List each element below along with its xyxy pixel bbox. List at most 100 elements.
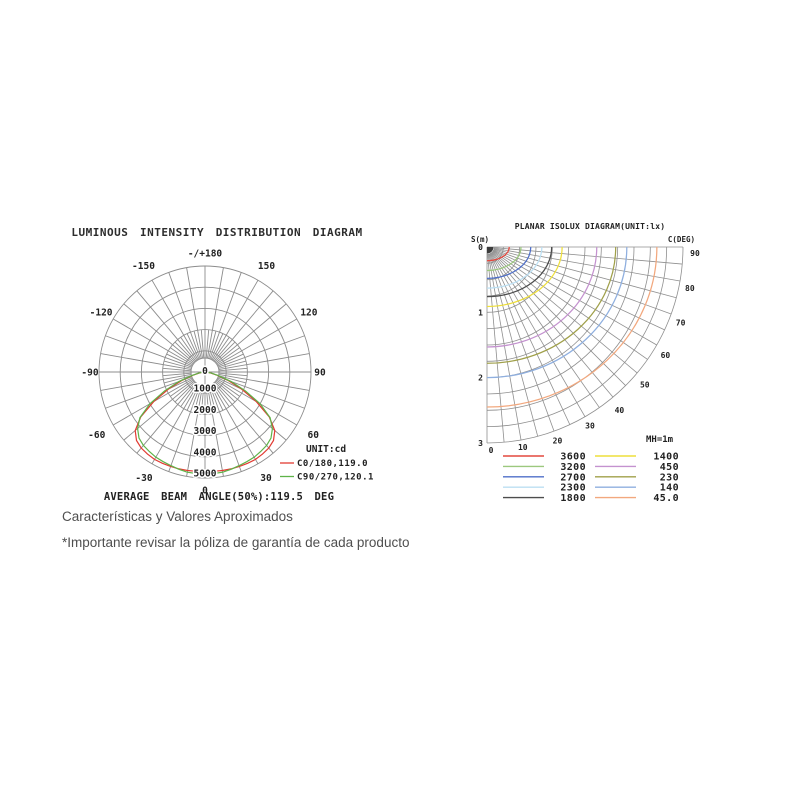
isolux-legend-value: 2700: [560, 472, 586, 483]
fan-ray: [487, 253, 505, 443]
polar-ray: [216, 379, 240, 397]
ring-value-label: 3000: [194, 426, 217, 437]
isolux-legend-value: 2300: [560, 483, 586, 494]
polar-ray: [205, 329, 210, 359]
polar-ray: [217, 353, 244, 367]
fan-ray: [490, 252, 600, 408]
polar-ray: [186, 384, 200, 411]
polar-ray: [162, 372, 192, 377]
polar-ray: [200, 385, 205, 415]
intensity-curves: [134, 371, 276, 475]
polar-ray: [210, 384, 224, 411]
isolux-contour: [486, 246, 510, 262]
angle-label: -120: [90, 308, 113, 319]
unit-label: UNIT:cd: [306, 444, 346, 455]
isolux-legend-value: 140: [660, 483, 679, 494]
polar-ray: [166, 353, 193, 367]
ring-value-label: 2000: [194, 405, 217, 416]
s-tick-label: 0: [478, 243, 483, 252]
polar-ray: [105, 335, 192, 368]
note-line-1: Características y Valores Aproximados: [62, 509, 293, 524]
fan-ray: [490, 252, 586, 417]
polar-ray: [168, 272, 201, 359]
c-tick-label: 60: [661, 351, 671, 360]
angle-label: -/+180: [188, 249, 223, 260]
polar-ray: [170, 379, 194, 397]
c-tick-label: 80: [685, 284, 695, 293]
c-tick-label: 90: [690, 249, 700, 258]
polar-ray: [213, 382, 274, 454]
s-tick-label: 2: [478, 374, 483, 383]
polar-ray: [193, 330, 202, 359]
isolux-legend-value: 45.0: [653, 493, 679, 504]
isolux-contour: [486, 246, 553, 298]
angle-label: -90: [81, 368, 98, 379]
polar-labels: 0 30 -30 60 -60 90 -90 120 -120 150 -150 -/+180 1000…: [81, 249, 326, 497]
polar-ray: [213, 290, 274, 362]
polar-ray: [214, 341, 236, 363]
angle-label: 120: [300, 308, 317, 319]
fan-ray: [492, 250, 657, 346]
fan-ray: [493, 249, 672, 315]
fan-origin: [487, 247, 494, 254]
polar-ray: [112, 318, 194, 366]
s-axis-label: S(m): [471, 235, 489, 244]
polar-ray: [209, 272, 242, 359]
s-tick-label: 1: [478, 308, 483, 317]
polar-ray: [206, 267, 224, 359]
mounting-height-label: MH=1m: [646, 435, 674, 445]
polar-ray: [218, 360, 247, 369]
angle-label: 150: [258, 261, 275, 272]
isolux-contour: [486, 246, 617, 364]
polar-ray: [186, 267, 204, 359]
isolux-contour: [486, 246, 598, 348]
intensity-curve: [136, 371, 274, 475]
polar-ray: [180, 337, 198, 361]
polar-ray: [163, 375, 192, 384]
polar-grid: [98, 265, 312, 479]
polar-ray: [168, 385, 201, 472]
fan-ray: [491, 251, 626, 386]
polar-ray: [214, 381, 236, 403]
polar-ray: [210, 333, 224, 360]
polar-ray: [136, 290, 197, 362]
average-beam-angle-label: AVERAGE BEAM ANGLE(50%):119.5 DEG: [103, 491, 335, 503]
isolux-legend-value: 1800: [560, 493, 586, 504]
angle-label: -60: [88, 430, 105, 441]
polar-ray: [200, 329, 205, 359]
polar-ray: [123, 303, 195, 364]
polar-ray: [151, 383, 199, 465]
polar-ray: [218, 372, 248, 377]
polar-ray: [100, 353, 192, 371]
fan-ray: [493, 247, 683, 265]
angle-label: 90: [314, 368, 326, 379]
note-line-2: *Importante revisar la póliza de garantí…: [62, 535, 410, 550]
isolux-contours: [486, 246, 658, 408]
angle-label: 60: [308, 430, 320, 441]
isolux-legend-value: 230: [660, 472, 679, 483]
polar-ray: [136, 382, 197, 454]
isolux-legend-value: 3600: [560, 452, 586, 463]
angle-label: 30: [260, 473, 272, 484]
polar-ray: [216, 347, 240, 365]
notes-block: Características y Valores Aproximados *I…: [62, 504, 482, 556]
isolux-legend-value: 450: [660, 462, 679, 473]
polar-ray: [211, 383, 259, 465]
fan-ray: [492, 251, 638, 374]
polar-ray: [212, 383, 230, 407]
polar-ray: [209, 385, 242, 472]
c-tick-label: 50: [640, 380, 650, 389]
ring-value-label: 5000: [194, 469, 217, 480]
isolux-contour: [486, 246, 563, 308]
polar-ray: [193, 385, 202, 414]
c-axis-label: C(DEG): [668, 235, 695, 244]
fan-ray: [487, 253, 522, 441]
intensity-legend: C0/180,119.0 C90/270,120.1: [280, 459, 373, 483]
angle-label: -30: [135, 473, 152, 484]
polar-ray: [216, 318, 298, 366]
polar-ray: [162, 367, 192, 372]
polar-ray: [100, 373, 192, 391]
fan-ray: [493, 249, 665, 331]
